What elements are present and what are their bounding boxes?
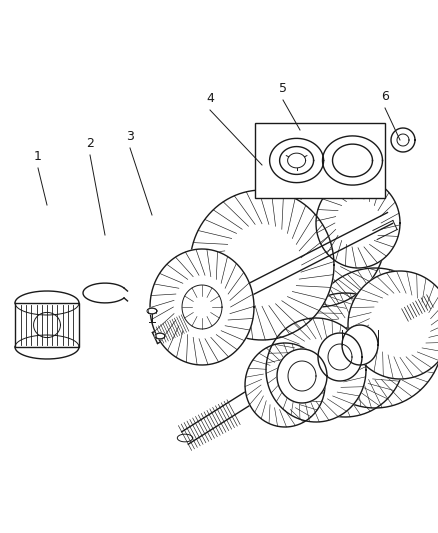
Polygon shape: [266, 318, 366, 422]
Text: 5: 5: [279, 82, 287, 95]
Polygon shape: [250, 163, 386, 307]
Polygon shape: [177, 434, 193, 442]
Polygon shape: [348, 271, 438, 379]
Text: 3: 3: [126, 130, 134, 143]
Polygon shape: [245, 343, 325, 427]
Text: 6: 6: [381, 90, 389, 103]
Polygon shape: [190, 190, 334, 340]
Text: 2: 2: [86, 137, 94, 150]
Polygon shape: [150, 249, 254, 365]
Text: 4: 4: [206, 92, 214, 105]
Polygon shape: [155, 333, 165, 339]
Text: 1: 1: [34, 150, 42, 163]
Polygon shape: [285, 293, 405, 417]
Polygon shape: [322, 136, 382, 185]
Polygon shape: [307, 268, 438, 408]
Polygon shape: [318, 333, 362, 381]
Polygon shape: [147, 308, 157, 314]
Polygon shape: [391, 128, 415, 152]
Polygon shape: [342, 325, 378, 365]
Polygon shape: [316, 178, 400, 268]
FancyBboxPatch shape: [255, 123, 385, 198]
FancyBboxPatch shape: [15, 303, 79, 347]
Polygon shape: [270, 139, 324, 183]
Polygon shape: [277, 349, 327, 403]
